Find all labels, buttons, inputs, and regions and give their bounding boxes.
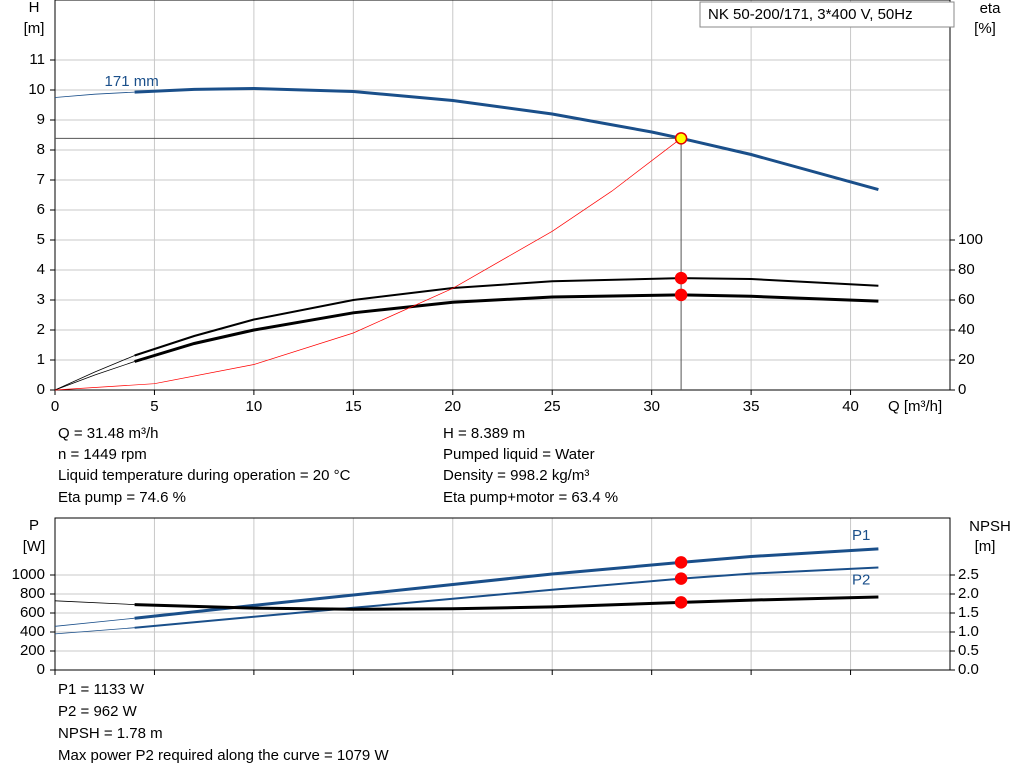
chart-title: NK 50-200/171, 3*400 V, 50Hz bbox=[708, 6, 913, 23]
y-tick-label: 10 bbox=[28, 81, 45, 98]
y-axis-unit: [W] bbox=[23, 538, 46, 555]
curve bbox=[54, 355, 135, 391]
curve bbox=[134, 547, 879, 620]
info-text: Liquid temperature during operation = 20… bbox=[58, 467, 351, 484]
duty-point bbox=[674, 596, 688, 609]
y-tick-label: 5 bbox=[37, 231, 45, 248]
curve bbox=[54, 627, 135, 635]
y-tick-label: 200 bbox=[20, 642, 45, 659]
y-tick-label: 0 bbox=[37, 381, 45, 398]
duty-point bbox=[674, 271, 688, 285]
y-tick-label: 11 bbox=[29, 51, 45, 68]
info-text: P1 = 1133 W bbox=[58, 681, 145, 698]
curve bbox=[134, 86, 879, 192]
plot-frame bbox=[54, 0, 951, 391]
y-tick-label: 4 bbox=[37, 261, 45, 278]
curve bbox=[54, 600, 135, 605]
info-text: NPSH = 1.78 m bbox=[58, 725, 163, 742]
y2-tick-label: 20 bbox=[958, 351, 975, 368]
info-text: Eta pump+motor = 63.4 % bbox=[443, 489, 618, 506]
title-box bbox=[699, 1, 955, 28]
y-tick-label: 800 bbox=[20, 585, 45, 602]
y-axis-unit: [m] bbox=[24, 20, 45, 37]
y2-tick-label: 80 bbox=[958, 261, 975, 278]
info-text: Q = 31.48 m³/h bbox=[58, 425, 158, 442]
curve bbox=[134, 293, 879, 363]
y2-tick-label: 1.0 bbox=[958, 623, 979, 640]
y-tick-label: 2 bbox=[37, 321, 45, 338]
y2-tick-label: 2.0 bbox=[958, 585, 979, 602]
x-tick-label: 0 bbox=[51, 398, 59, 415]
y-axis-label: P bbox=[29, 517, 39, 534]
y-tick-label: 0 bbox=[37, 661, 45, 678]
duty-point bbox=[674, 572, 688, 585]
y-tick-label: 6 bbox=[37, 201, 45, 218]
y2-tick-label: 60 bbox=[958, 291, 975, 308]
info-text: Pumped liquid = Water bbox=[443, 446, 595, 463]
y-axis-label: H bbox=[29, 0, 40, 16]
info-text: n = 1449 rpm bbox=[58, 446, 147, 463]
y-tick-label: 1000 bbox=[12, 566, 45, 583]
x-tick-label: 5 bbox=[150, 398, 158, 415]
y-tick-label: 3 bbox=[37, 291, 45, 308]
x-tick-label: 15 bbox=[345, 398, 362, 415]
info-text: H = 8.389 m bbox=[443, 425, 525, 442]
curve bbox=[54, 138, 682, 391]
info-text: Max power P2 required along the curve = … bbox=[58, 747, 389, 764]
y-tick-label: 600 bbox=[20, 604, 45, 621]
curve bbox=[54, 617, 135, 627]
y2-tick-label: 0 bbox=[958, 381, 966, 398]
curve bbox=[134, 566, 879, 629]
duty-point bbox=[674, 288, 688, 302]
x-tick-label: 10 bbox=[246, 398, 263, 415]
info-text: P2 = 962 W bbox=[58, 703, 138, 720]
curve-label: P2 bbox=[852, 571, 870, 588]
duty-point bbox=[674, 556, 688, 569]
y2-axis-label: eta bbox=[980, 0, 1002, 17]
y2-axis-unit: [%] bbox=[974, 20, 996, 37]
y-tick-label: 1 bbox=[37, 351, 45, 368]
x-tick-label: 20 bbox=[444, 398, 461, 415]
curve bbox=[134, 595, 879, 611]
y-tick-label: 8 bbox=[37, 141, 45, 158]
curve bbox=[54, 361, 135, 391]
x-tick-label: 35 bbox=[743, 398, 760, 415]
y2-axis-unit: [m] bbox=[975, 538, 996, 555]
plot-frame bbox=[54, 517, 951, 671]
y2-tick-label: 1.5 bbox=[958, 604, 979, 621]
y2-axis-label: NPSH bbox=[969, 518, 1011, 535]
y2-tick-label: 0.0 bbox=[958, 661, 979, 678]
info-text: Density = 998.2 kg/m³ bbox=[443, 467, 589, 484]
x-axis-label: Q [m³/h] bbox=[888, 398, 942, 415]
y2-tick-label: 0.5 bbox=[958, 642, 979, 659]
curve bbox=[54, 91, 135, 98]
y-tick-label: 9 bbox=[37, 111, 45, 128]
x-tick-label: 40 bbox=[842, 398, 859, 415]
curve-label: 171 mm bbox=[105, 73, 159, 90]
info-text: Eta pump = 74.6 % bbox=[58, 489, 186, 506]
x-tick-label: 25 bbox=[544, 398, 561, 415]
y-tick-label: 400 bbox=[20, 623, 45, 640]
x-tick-label: 30 bbox=[643, 398, 660, 415]
y-tick-label: 7 bbox=[37, 171, 45, 188]
y2-tick-label: 2.5 bbox=[958, 566, 979, 583]
duty-point bbox=[674, 132, 688, 145]
y2-tick-label: 100 bbox=[958, 231, 983, 248]
y2-tick-label: 40 bbox=[958, 321, 975, 338]
curve bbox=[134, 277, 879, 357]
curve-label: P1 bbox=[852, 527, 870, 544]
